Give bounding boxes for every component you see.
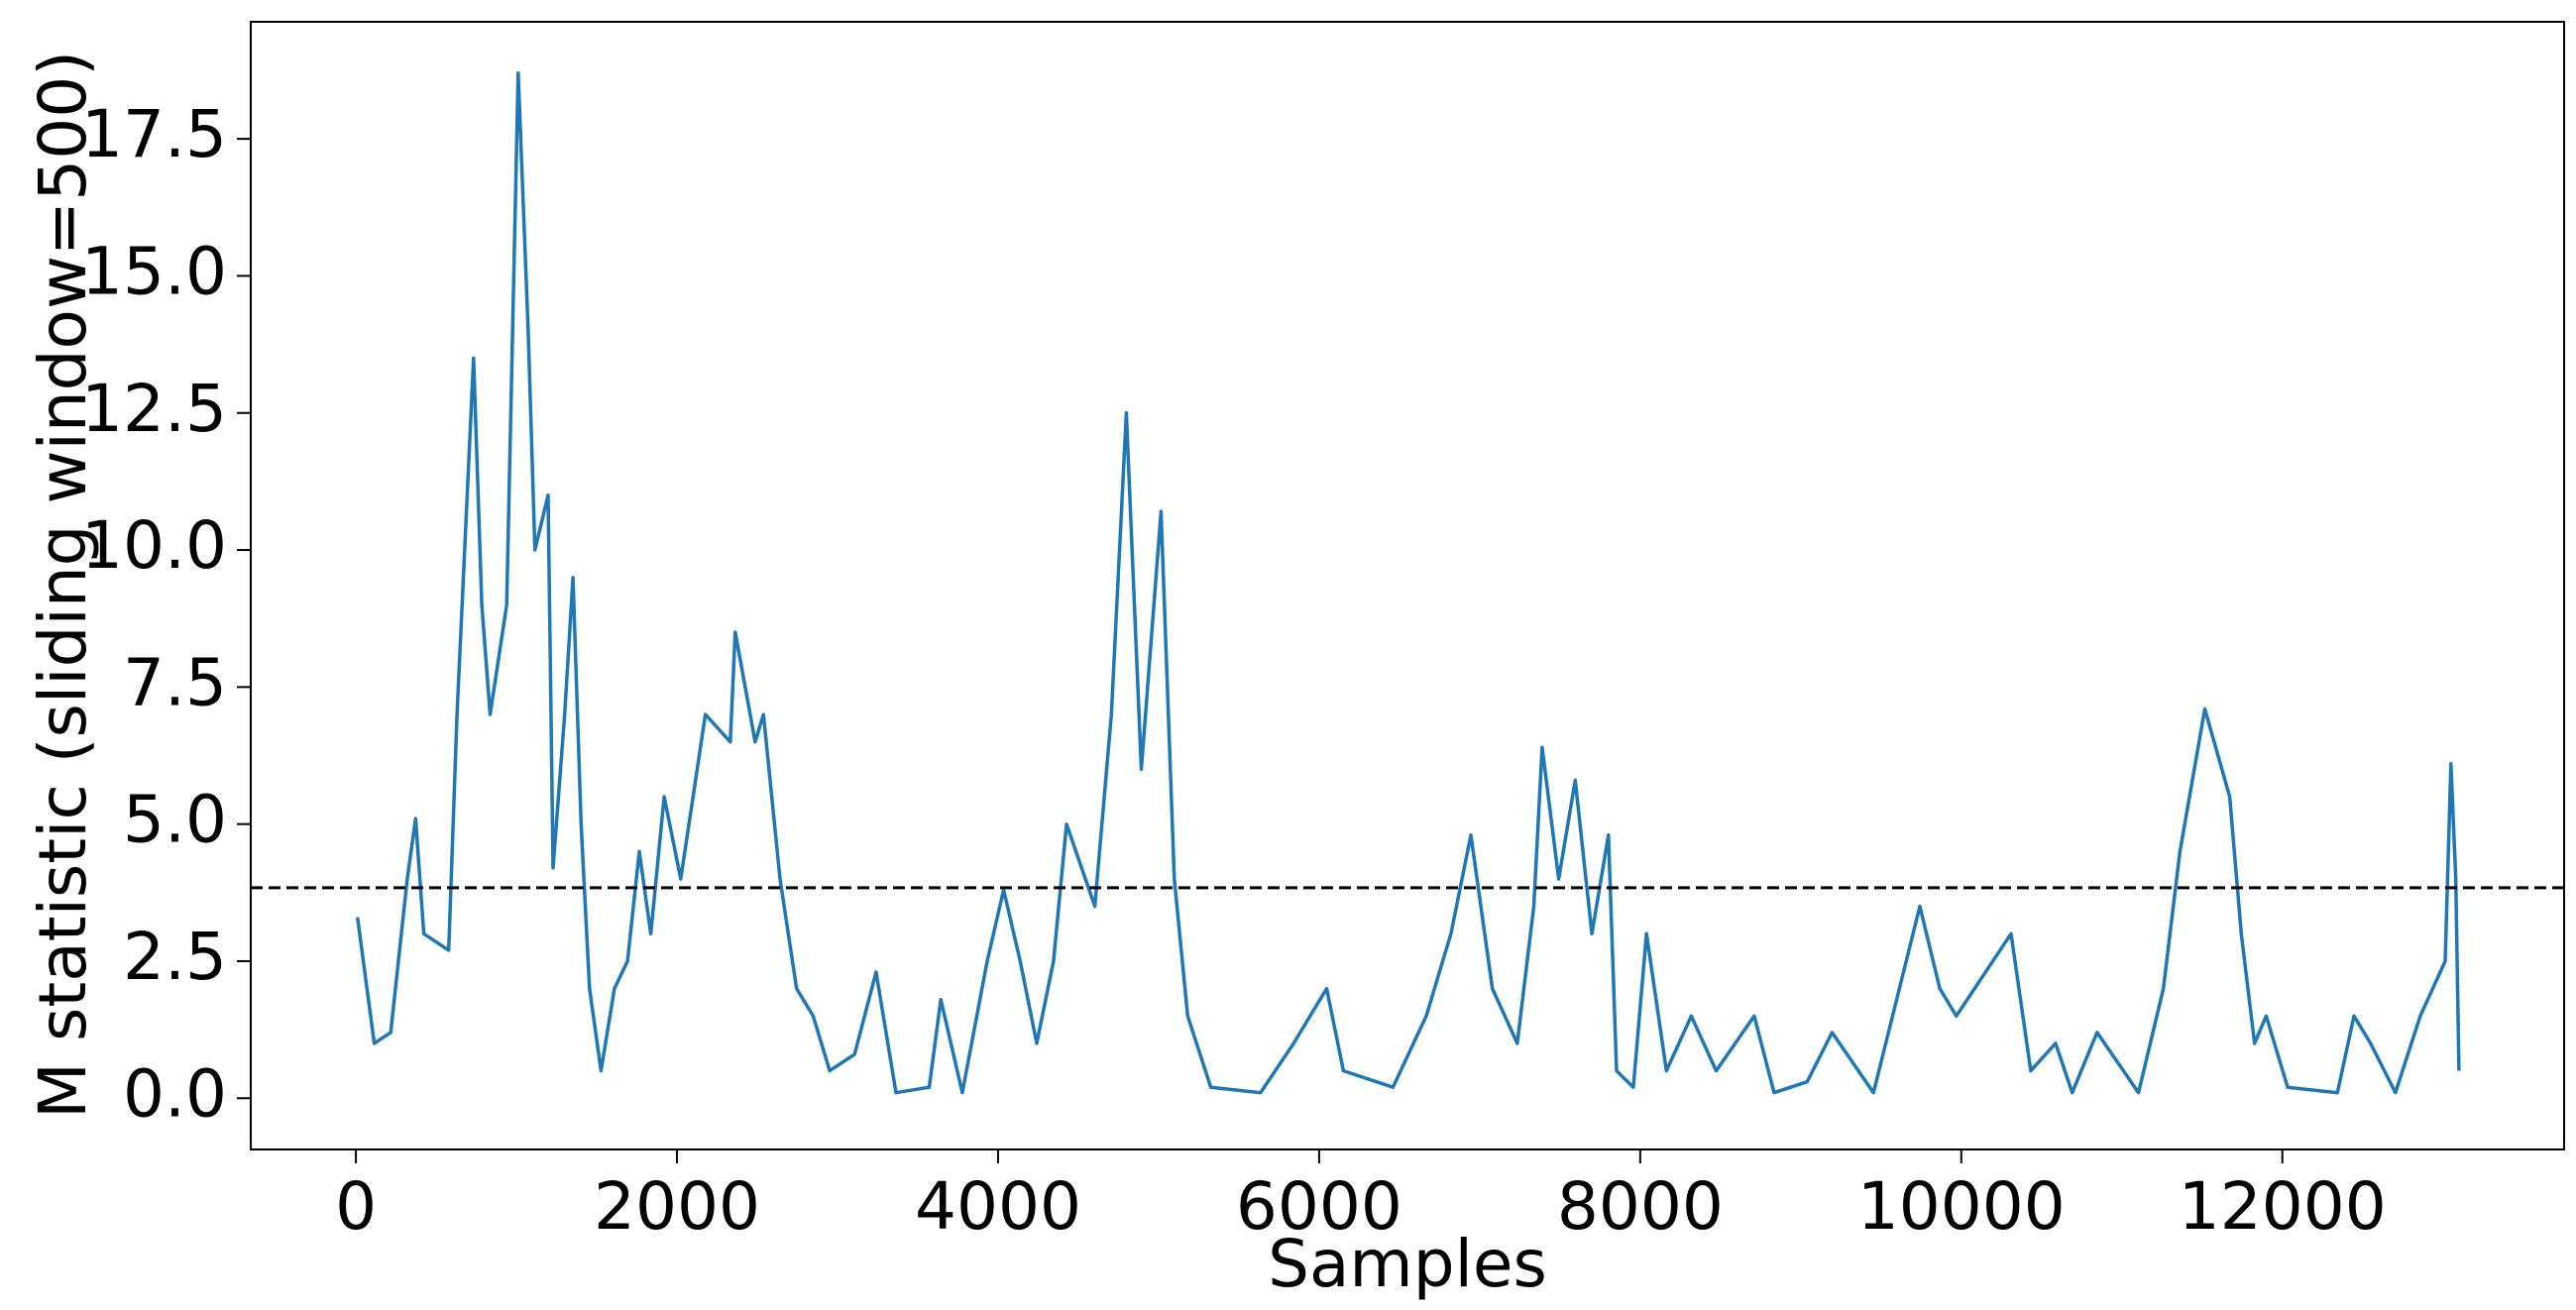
x-tick-label: 4000	[915, 1168, 1081, 1245]
x-axis-label: Samples	[1268, 1226, 1547, 1302]
y-tick-label: 15.0	[81, 233, 227, 309]
y-axis-label: M statistic (sliding window=500)	[25, 51, 101, 1119]
y-tick-label: 10.0	[81, 507, 227, 584]
x-tick-label: 12000	[2179, 1168, 2387, 1245]
y-tick-label: 12.5	[81, 371, 227, 447]
y-tick-label: 17.5	[81, 96, 227, 172]
x-tick-label: 10000	[1857, 1168, 2066, 1245]
x-tick-label: 2000	[594, 1168, 760, 1245]
x-tick-label: 8000	[1557, 1168, 1724, 1245]
x-tick-label: 0	[335, 1168, 377, 1245]
x-tick-label: 6000	[1236, 1168, 1402, 1245]
y-tick-label: 0.0	[123, 1055, 227, 1132]
data-line	[355, 70, 2461, 1095]
y-tick-label: 5.0	[123, 782, 227, 858]
plot-frame	[250, 21, 2565, 1150]
y-tick-label: 7.5	[123, 644, 227, 720]
y-tick-label: 2.5	[123, 919, 227, 995]
